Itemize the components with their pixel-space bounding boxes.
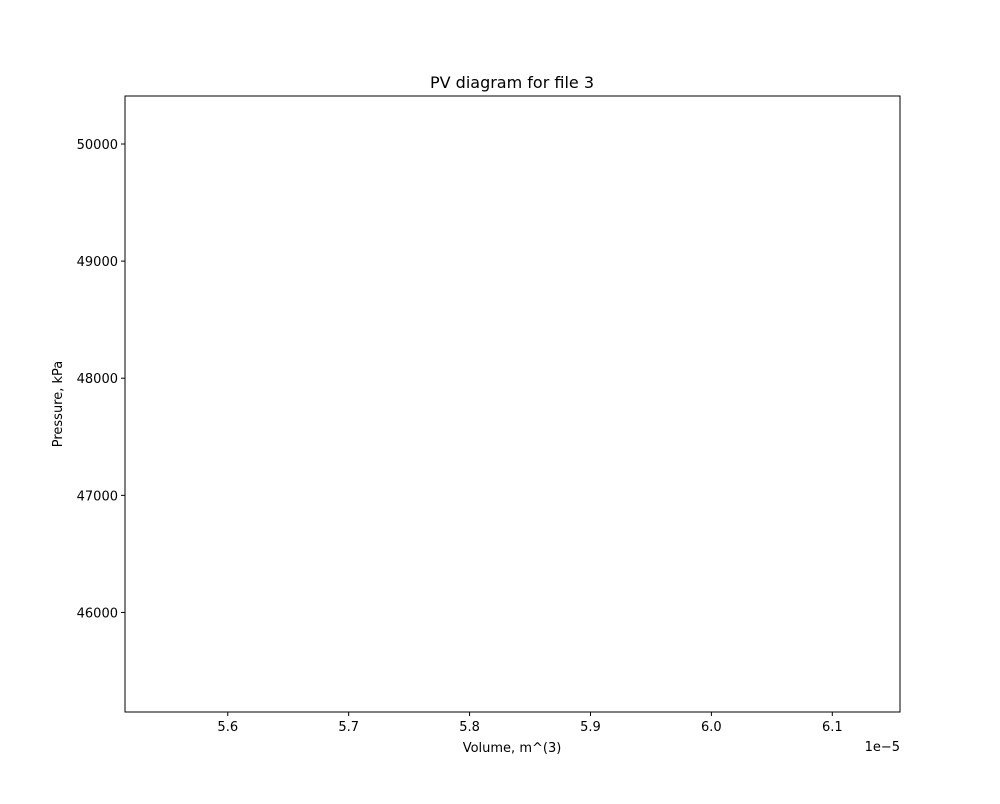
x-axis-offset-label: 1e−5 <box>865 740 900 755</box>
x-tick-label: 5.9 <box>580 720 601 735</box>
x-axis-label: Volume, m^(3) <box>463 741 562 756</box>
x-tick-label: 6.1 <box>822 720 843 735</box>
y-tick-label: 47000 <box>77 489 118 504</box>
plot-frame <box>124 95 901 713</box>
y-tick-label: 49000 <box>77 255 118 270</box>
x-tick-label: 5.8 <box>459 720 480 735</box>
y-tick-label: 48000 <box>77 372 118 387</box>
x-axis-ticks: 5.6 5.7 5.8 5.9 6.0 6.1 <box>217 712 843 735</box>
x-tick-label: 6.0 <box>701 720 722 735</box>
chart-title: PV diagram for file 3 <box>430 73 594 92</box>
y-axis-ticks: 46000 47000 48000 49000 50000 <box>77 138 125 621</box>
y-tick-label: 50000 <box>77 138 118 153</box>
x-tick-label: 5.7 <box>338 720 359 735</box>
y-tick-label: 46000 <box>77 606 118 621</box>
x-tick-label: 5.6 <box>217 720 238 735</box>
y-axis-label: Pressure, kPa <box>51 361 66 448</box>
